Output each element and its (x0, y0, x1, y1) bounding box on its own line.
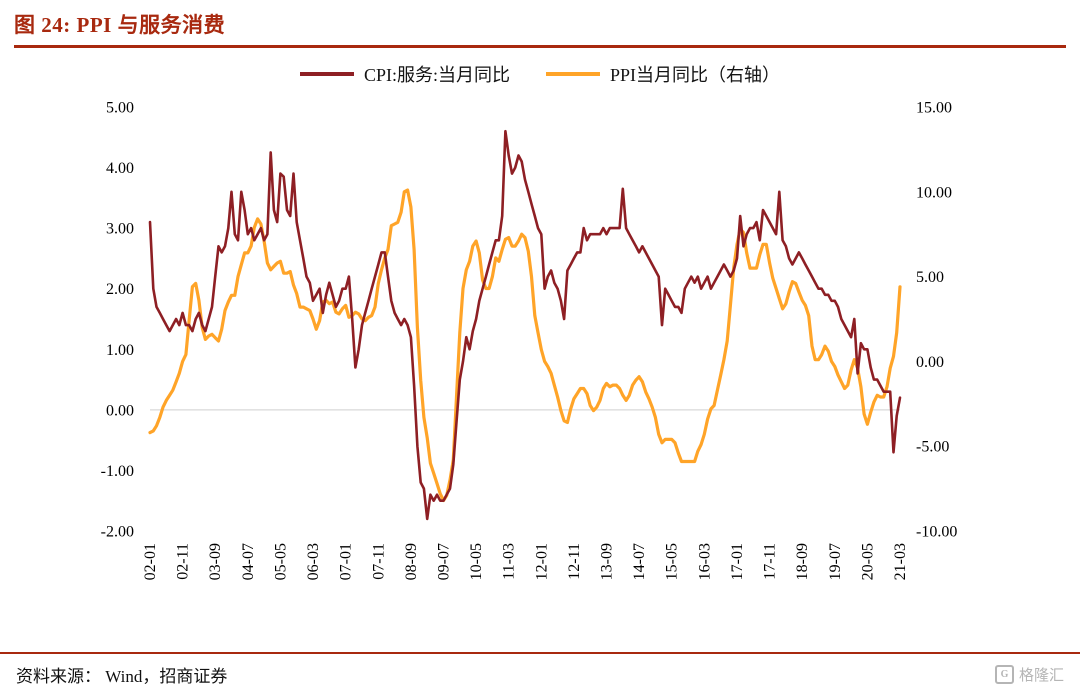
right-axis-tick-label: 5.00 (916, 269, 944, 286)
ppi-line-swatch (546, 72, 600, 76)
left-axis-tick-label: 4.00 (106, 160, 134, 177)
x-axis-tick-label: 12-11 (566, 543, 583, 580)
gelonghui-logo-text: 格隆汇 (1018, 668, 1064, 684)
legend-item-cpi: CPI:服务:当月同比 (299, 61, 510, 87)
x-axis-tick-label: 11-03 (501, 543, 518, 580)
figure-header: 图 24: PPI 与服务消费 (0, 0, 1080, 48)
ppi-line (148, 188, 902, 503)
x-axis-tick-label: 02-01 (142, 543, 159, 580)
cpi-line-swatch (299, 72, 354, 76)
x-axis-tick-label: 21-03 (892, 543, 909, 580)
legend-label-cpi: CPI:服务:当月同比 (363, 65, 510, 85)
x-axis-tick-label: 16-03 (696, 543, 713, 580)
x-axis-tick-label: 18-09 (794, 543, 811, 580)
left-axis-tick-label: 0.00 (106, 402, 134, 419)
figure-title: 图 24: PPI 与服务消费 (14, 13, 226, 37)
left-axis-tick-label: -2.00 (101, 524, 134, 541)
left-axis-tick-label: 2.00 (106, 281, 134, 298)
x-axis-tick-label: 15-05 (664, 543, 681, 580)
right-axis-tick-label: 10.00 (916, 184, 952, 201)
left-axis-tick-label: 1.00 (106, 342, 134, 359)
cpi-line (148, 129, 902, 521)
left-axis-tick-label: -1.00 (101, 463, 134, 480)
chart-legend: CPI:服务:当月同比 PPI当月同比（右轴） (0, 61, 1080, 87)
x-axis-tick-label: 12-01 (533, 543, 550, 580)
x-axis-tick-label: 14-07 (631, 543, 648, 580)
x-axis-tick-label: 06-03 (305, 543, 322, 580)
gelonghui-logo-icon: G (994, 665, 1014, 684)
legend-item-ppi: PPI当月同比（右轴） (546, 61, 780, 87)
x-axis-tick-label: 17-01 (729, 543, 746, 580)
left-axis-tick-label: 5.00 (106, 100, 134, 117)
chart-area: 5.00 4.00 3.00 2.00 1.00 0.00 -1.00 -2.00 15.00 1… (0, 91, 1080, 636)
right-axis-tick-label: -5.00 (916, 439, 949, 456)
x-axis-tick-label: 10-05 (468, 543, 485, 580)
title-rule (14, 45, 1066, 48)
left-axis-tick-label: 3.00 (106, 221, 134, 238)
x-axis-tick-label: 05-05 (272, 543, 289, 580)
x-axis-tick-label: 09-07 (435, 543, 452, 580)
x-axis-tick-label: 17-11 (762, 543, 779, 580)
gelonghui-watermark: G 格隆汇 (994, 664, 1064, 685)
figure-footer: 资料来源： Wind，招商证券 G 格隆汇 (0, 652, 1080, 699)
legend-label-ppi: PPI当月同比（右轴） (610, 65, 781, 85)
x-axis-tick-label: 03-09 (207, 543, 224, 580)
x-axis-tick-label: 20-05 (859, 543, 876, 580)
right-axis-tick-label: 15.00 (916, 100, 952, 117)
x-axis-tick-label: 19-07 (827, 543, 844, 580)
chart-svg: 5.00 4.00 3.00 2.00 1.00 0.00 -1.00 -2.00 15.00 1… (101, 100, 958, 581)
x-axis-tick-label: 02-11 (175, 543, 192, 580)
x-axis-tick-label: 04-07 (240, 543, 257, 580)
x-axis-tick-label: 13-09 (599, 543, 616, 580)
source-text: 资料来源： Wind，招商证券 (16, 667, 228, 686)
x-axis-tick-label: 08-09 (403, 543, 420, 580)
x-axis-tick-label: 07-01 (338, 543, 355, 580)
right-axis-tick-label: 0.00 (916, 354, 944, 371)
x-axis-tick-label: 07-11 (370, 543, 387, 580)
right-axis-tick-label: -10.00 (916, 524, 957, 541)
